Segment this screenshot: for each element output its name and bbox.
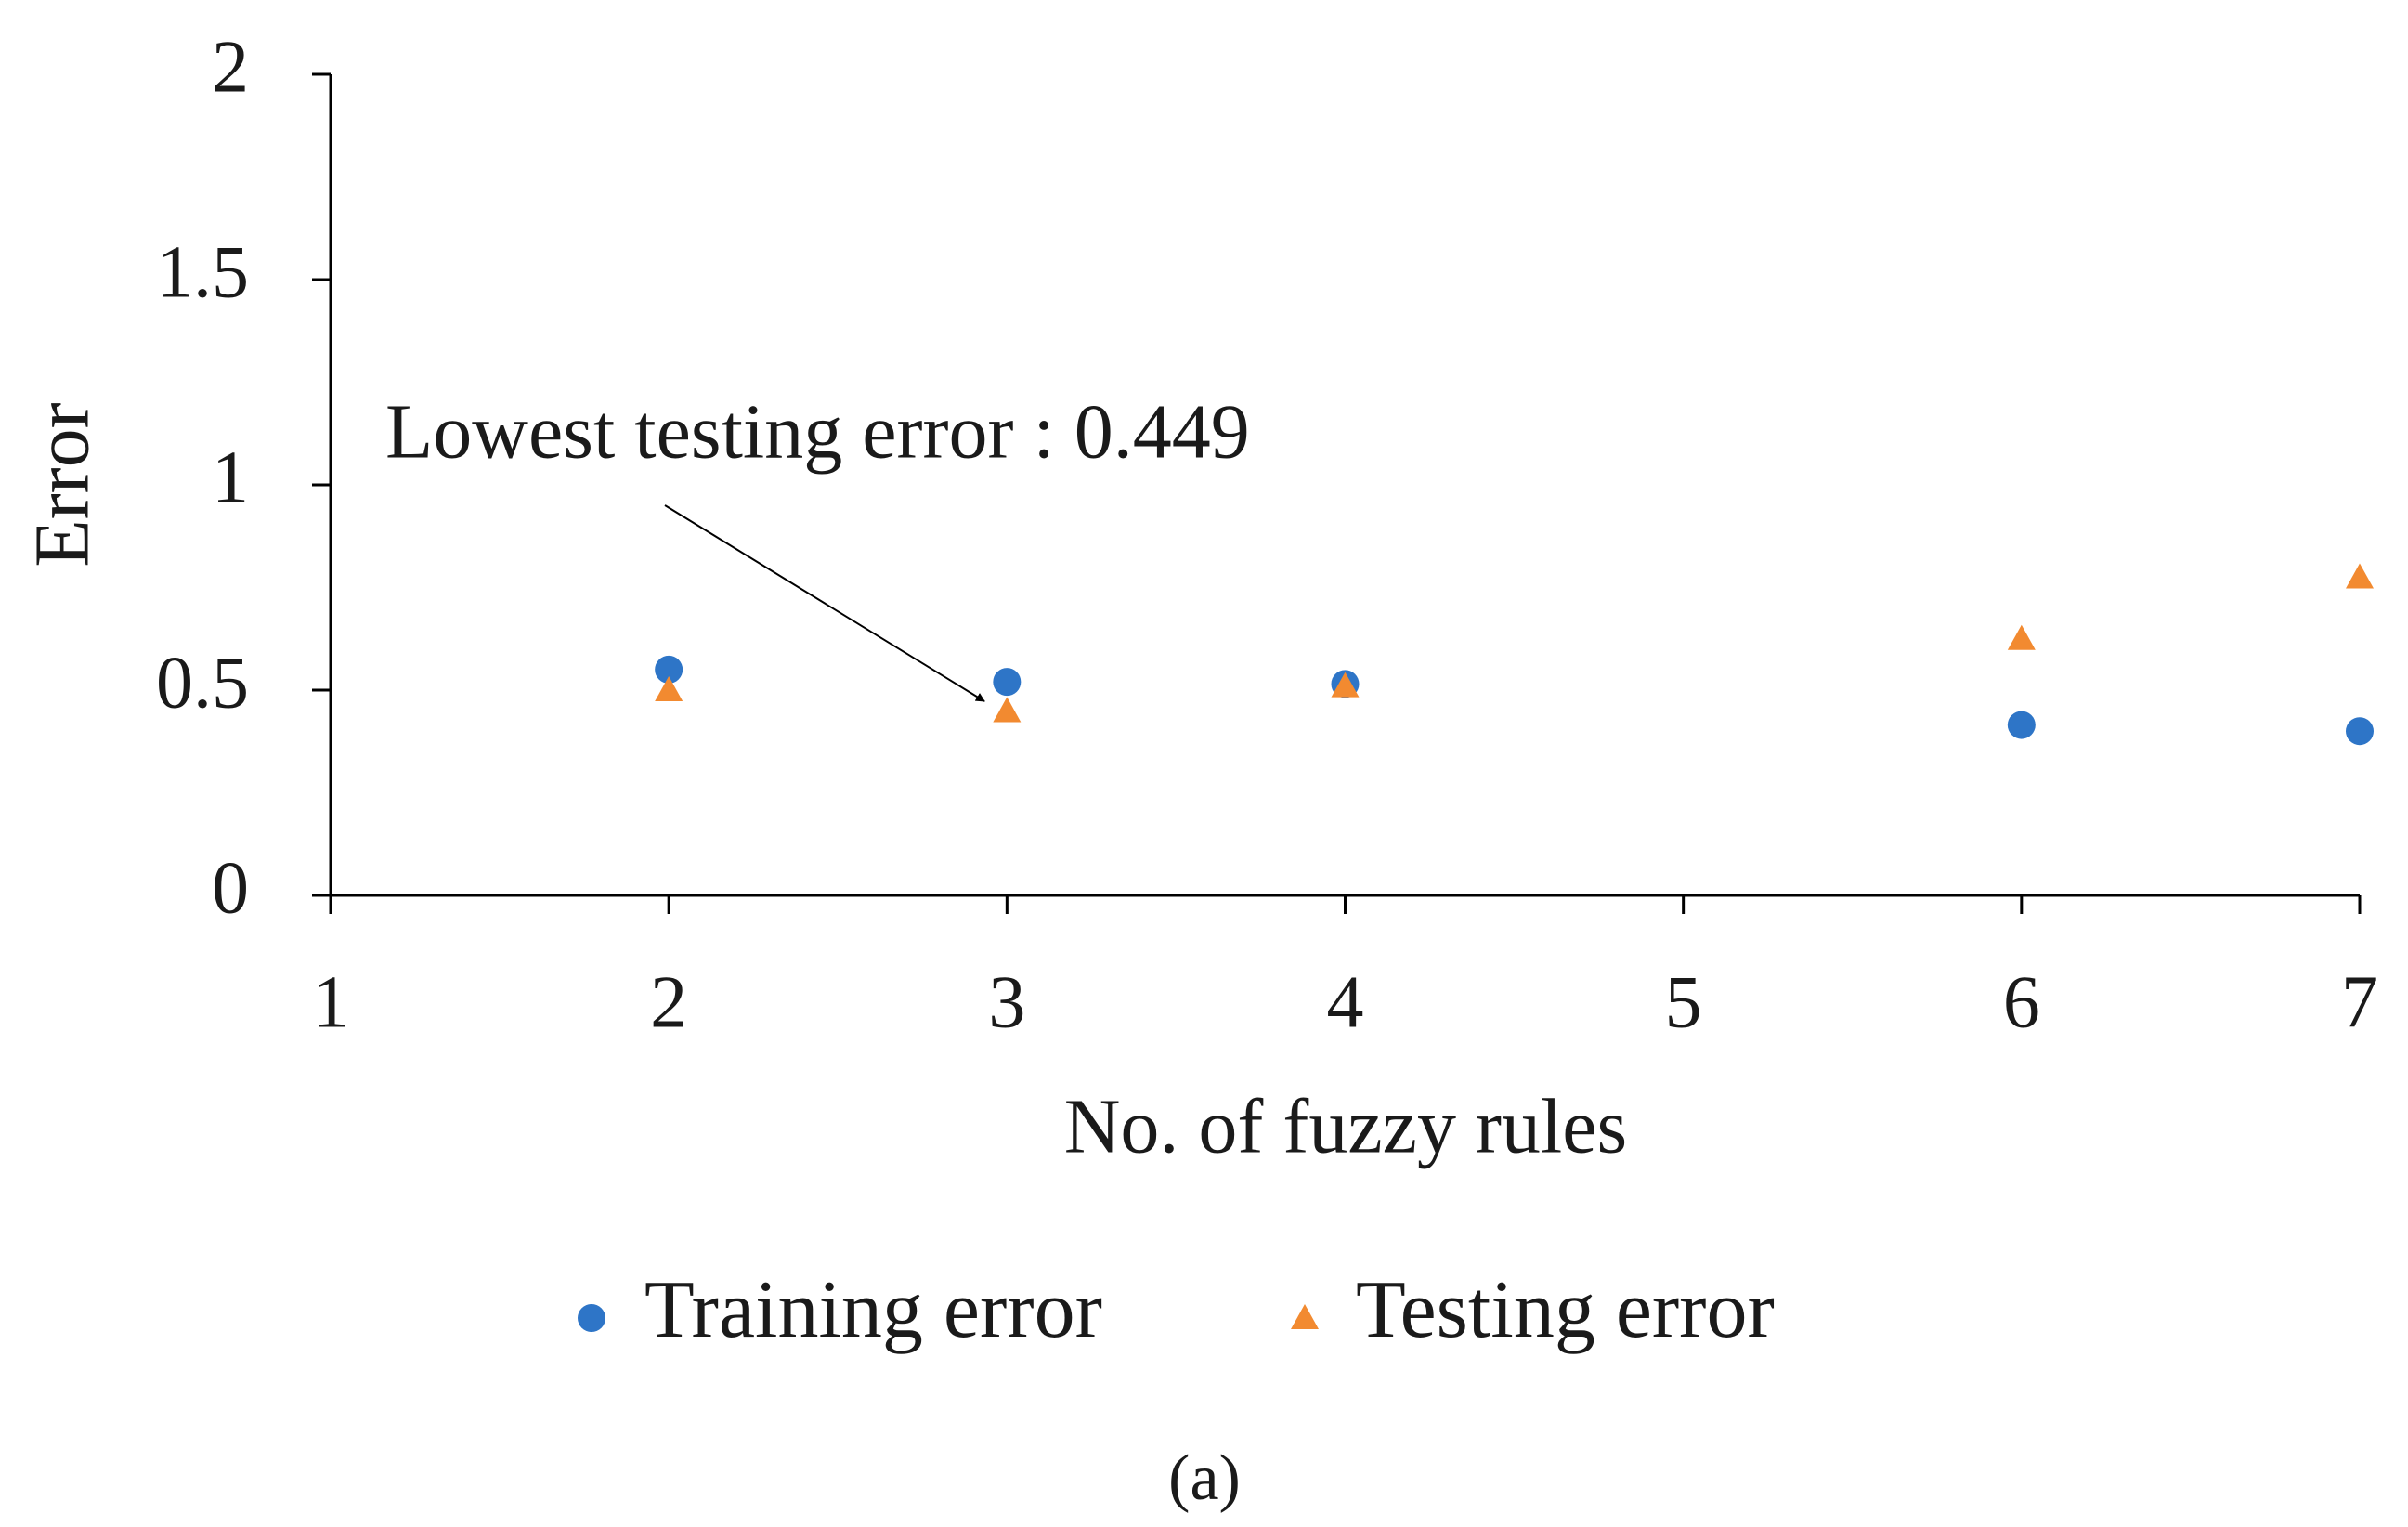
legend-label: Training error <box>644 1265 1102 1355</box>
y-tick-label: 1 <box>212 437 249 518</box>
y-tick-label: 0.5 <box>156 642 249 724</box>
point <box>993 668 1022 697</box>
x-axis-title: No. of fuzzy rules <box>1064 1083 1627 1169</box>
x-tick-label: 5 <box>1665 961 1702 1043</box>
legend-label: Testing error <box>1356 1265 1775 1355</box>
point <box>2007 711 2036 739</box>
point <box>2007 624 2036 650</box>
point <box>2346 563 2374 589</box>
y-tick-label: 0 <box>212 847 249 929</box>
point <box>993 697 1022 723</box>
point <box>655 655 683 684</box>
annotation-arrow <box>664 504 985 702</box>
x-tick-label: 4 <box>1327 961 1364 1043</box>
point <box>655 676 683 701</box>
legend-marker <box>1291 1304 1319 1329</box>
x-tick-label: 6 <box>2003 961 2040 1043</box>
x-tick-label: 1 <box>312 961 349 1043</box>
x-tick-label: 3 <box>988 961 1025 1043</box>
x-tick-label: 7 <box>2341 961 2378 1043</box>
y-axis-title: Error <box>19 402 105 567</box>
legend-marker <box>578 1304 605 1332</box>
y-tick-label: 2 <box>212 26 249 108</box>
point <box>2346 717 2374 746</box>
y-tick-label: 1.5 <box>156 231 249 313</box>
caption: (a) <box>1168 1442 1241 1514</box>
point <box>1331 672 1360 698</box>
x-tick-label: 2 <box>650 961 687 1043</box>
annotation: Lowest testing error : 0.449 <box>385 388 1250 475</box>
